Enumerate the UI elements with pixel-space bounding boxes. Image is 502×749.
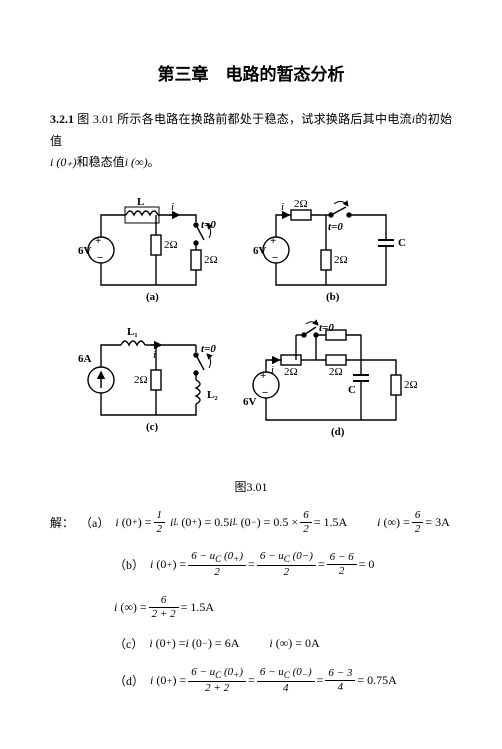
svg-text:6V: 6V xyxy=(253,245,267,257)
figure-caption: 图3.01 xyxy=(50,478,452,495)
figure-area: + − 6V L i 2Ω xyxy=(50,190,452,495)
solution-b-row1: （b） i (0+) = 6 − uC (0+)2 = 6 − uC (0−)2… xyxy=(114,550,452,579)
svg-text:6A: 6A xyxy=(78,353,92,365)
solution-b-label: （b） xyxy=(114,556,144,573)
svg-text:2Ω: 2Ω xyxy=(284,366,298,378)
solution-a-label: （a） xyxy=(80,514,109,531)
solution-d-eq1: i (0+) = 6 − uC (0+)2 + 2 = 6 − uC (0−)4… xyxy=(150,666,397,695)
svg-text:(c): (c) xyxy=(146,421,159,433)
solution-b-eq2: i (∞) = 62 + 2 = 1.5A xyxy=(114,594,214,621)
svg-text:C: C xyxy=(348,384,356,396)
expr-i0: i (0₊) xyxy=(50,155,77,169)
svg-text:−: − xyxy=(262,387,268,399)
solution-prefix: 解： xyxy=(50,514,74,531)
svg-text:(a): (a) xyxy=(146,291,159,303)
solution-d-row1: （d） i (0+) = 6 − uC (0+)2 + 2 = 6 − uC (… xyxy=(114,666,452,695)
svg-text:−: − xyxy=(97,252,103,264)
problem-text-d: 。 xyxy=(148,155,160,169)
svg-text:(b): (b) xyxy=(326,291,340,303)
expr-iinf: i (∞) xyxy=(125,155,148,169)
solution-c-eq1: i (0+) = i (0−) = 6A xyxy=(149,636,239,651)
svg-text:t=0: t=0 xyxy=(201,343,216,355)
solution-b-row2: i (∞) = 62 + 2 = 1.5A xyxy=(114,594,452,621)
solution-a-row1: 解： （a） i (0+) = 12 iL (0+) = 0.5iL (0−) … xyxy=(50,509,452,536)
svg-text:6V: 6V xyxy=(78,245,92,257)
svg-text:L: L xyxy=(137,196,144,208)
svg-text:L₂: L₂ xyxy=(207,389,218,401)
svg-text:C: C xyxy=(398,237,406,249)
svg-text:2Ω: 2Ω xyxy=(334,254,348,266)
solutions-block: 解： （a） i (0+) = 12 iL (0+) = 0.5iL (0−) … xyxy=(50,509,452,696)
solution-a-eq2: i (∞) = 62 = 3A xyxy=(377,509,450,536)
svg-text:6V: 6V xyxy=(243,396,257,408)
svg-text:i: i xyxy=(171,201,174,213)
problem-text-a: 图 3.01 所示各电路在换路前都处于稳态，试求换路后其中电流 xyxy=(77,112,412,126)
problem-text-c: 和稳态值 xyxy=(77,155,125,169)
svg-text:2Ω: 2Ω xyxy=(164,239,178,251)
problem-number: 3.2.1 xyxy=(50,112,74,126)
solution-a-eq1: i (0+) = 12 iL (0+) = 0.5iL (0−) = 0.5 ×… xyxy=(115,509,347,536)
svg-text:L₁: L₁ xyxy=(127,326,138,338)
problem-statement: 3.2.1 图 3.01 所示各电路在换路前都处于稳态，试求换路后其中电流i的初… xyxy=(50,109,452,174)
solution-c-eq2: i (∞) = 0A xyxy=(269,636,319,651)
svg-text:2Ω: 2Ω xyxy=(204,254,218,266)
solution-c-row1: （c） i (0+) = i (0−) = 6A i (∞) = 0A xyxy=(114,635,452,652)
svg-text:2Ω: 2Ω xyxy=(294,198,308,210)
circuit-diagrams: + − 6V L i 2Ω xyxy=(71,190,431,480)
solution-b-eq1: i (0+) = 6 − uC (0+)2 = 6 − uC (0−)2 = 6… xyxy=(150,550,374,579)
svg-text:2Ω: 2Ω xyxy=(134,374,148,386)
svg-text:i: i xyxy=(271,364,274,376)
chapter-title: 第三章 电路的暂态分析 xyxy=(50,60,452,85)
svg-text:2Ω: 2Ω xyxy=(404,379,418,391)
svg-text:(d): (d) xyxy=(331,426,345,438)
svg-text:t=0: t=0 xyxy=(328,221,343,233)
svg-text:2Ω: 2Ω xyxy=(329,366,343,378)
svg-text:t=0: t=0 xyxy=(201,219,216,231)
solution-c-label: （c） xyxy=(114,635,143,652)
svg-text:i: i xyxy=(281,201,284,213)
document-page: 第三章 电路的暂态分析 3.2.1 图 3.01 所示各电路在换路前都处于稳态，… xyxy=(0,0,502,749)
solution-d-label: （d） xyxy=(114,672,144,689)
svg-text:−: − xyxy=(272,252,278,264)
